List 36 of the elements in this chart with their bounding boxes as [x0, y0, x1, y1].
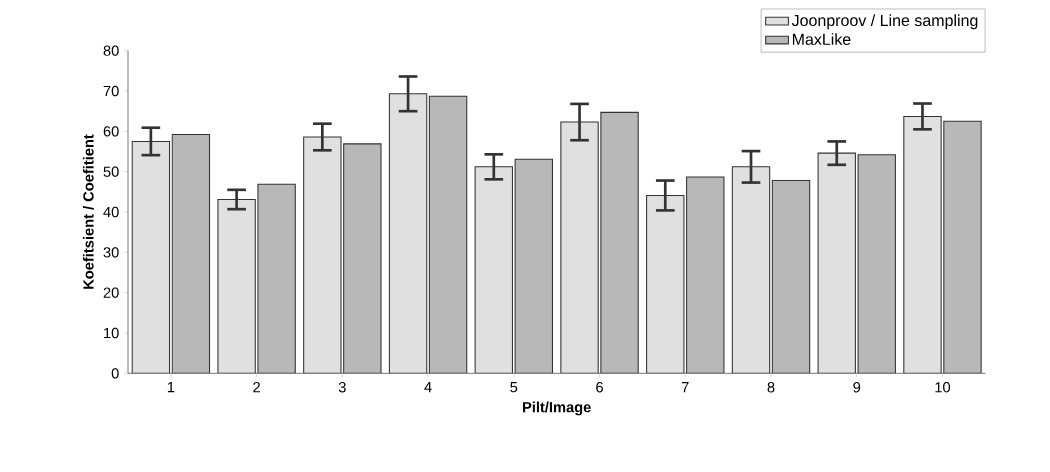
- bar: [474, 166, 514, 374]
- x-tick-label: 6: [596, 382, 603, 393]
- x-tick-label: 10: [935, 382, 951, 393]
- x-tick-label: 8: [767, 382, 775, 393]
- bar: [171, 134, 211, 374]
- bar: [303, 136, 342, 374]
- x-tick-label: 2: [253, 382, 260, 393]
- y-tick-label: 80: [103, 45, 119, 56]
- y-tick-label: 50: [103, 166, 119, 177]
- bar: [388, 93, 428, 374]
- y-tick-label: 30: [103, 247, 119, 258]
- bar: [771, 180, 811, 374]
- x-axis-title: Pilt/Image: [523, 401, 591, 416]
- bar: [903, 115, 942, 374]
- x-tick-label: 5: [510, 382, 518, 393]
- bar: [217, 198, 256, 374]
- x-tick-label: 3: [338, 382, 346, 393]
- bar: [560, 121, 599, 374]
- y-tick-label: 10: [104, 327, 119, 339]
- legend-label: MaxLike: [792, 33, 851, 45]
- y-axis-title: Koefitsient / Coefitient: [82, 134, 94, 289]
- y-tick-label: 20: [103, 287, 119, 298]
- bar: [646, 194, 685, 374]
- x-tick-label: 7: [681, 382, 689, 393]
- bar: [131, 140, 171, 374]
- bar: [731, 166, 771, 374]
- x-tick-label: 9: [853, 382, 861, 393]
- bar: [428, 95, 468, 374]
- y-tick-label: 0: [111, 368, 119, 379]
- bar: [817, 152, 856, 374]
- y-tick-label: 40: [103, 206, 119, 218]
- y-tick-label: 70: [103, 85, 119, 97]
- y-tick-label: 60: [103, 126, 119, 137]
- x-tick-label: 4: [424, 382, 432, 393]
- legend-label: Joonproov / Line sampling: [791, 14, 978, 30]
- x-tick-label: 1: [167, 382, 175, 393]
